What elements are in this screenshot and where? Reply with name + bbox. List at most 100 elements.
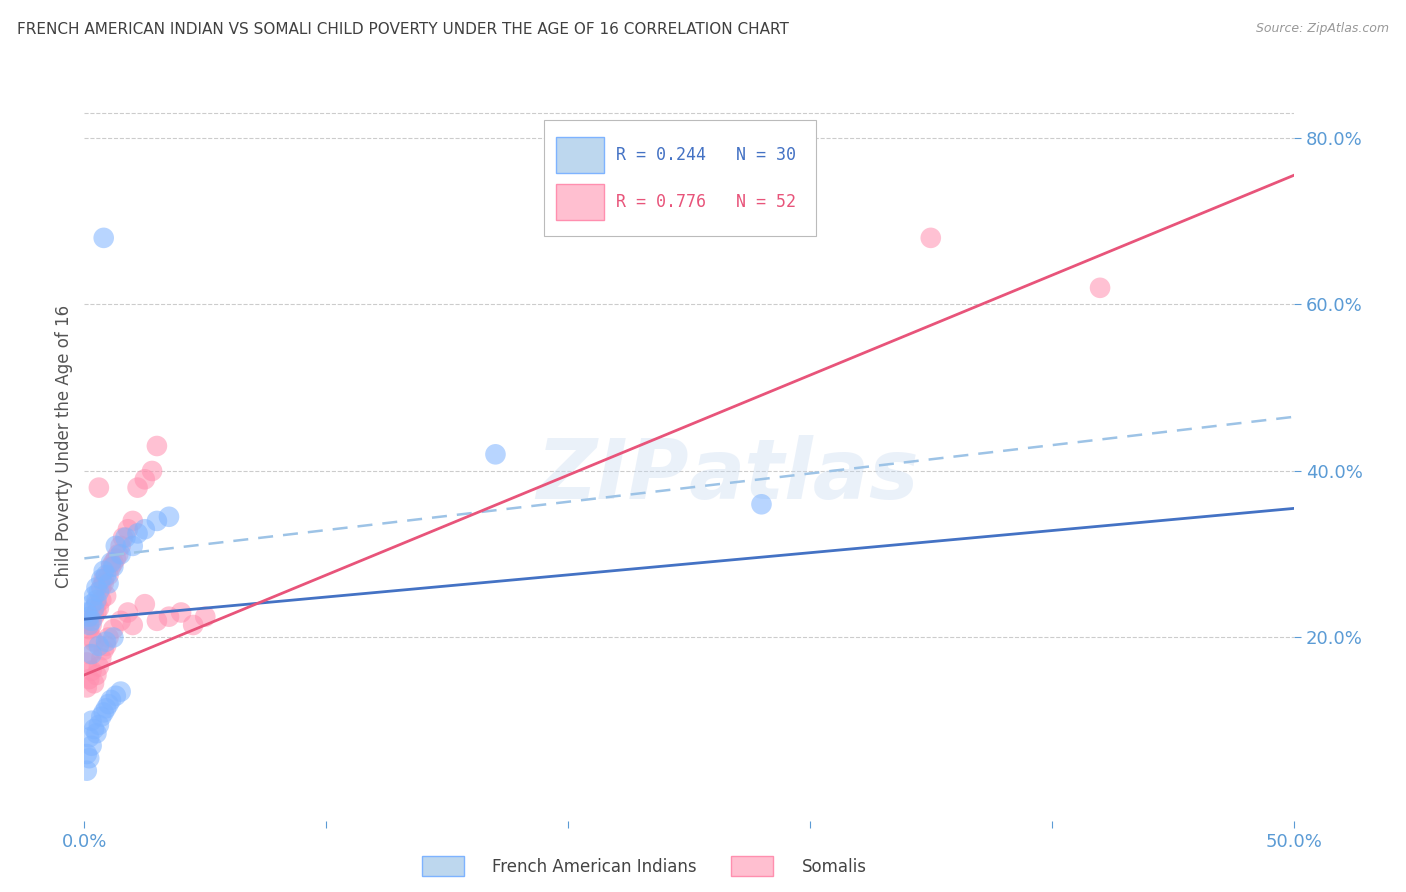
FancyBboxPatch shape xyxy=(555,184,605,219)
Text: R = 0.776   N = 52: R = 0.776 N = 52 xyxy=(616,193,796,211)
Point xyxy=(104,539,127,553)
Point xyxy=(100,556,122,570)
Point xyxy=(100,559,122,574)
Point xyxy=(76,656,98,670)
Point xyxy=(127,481,149,495)
Point xyxy=(110,539,132,553)
Point xyxy=(110,684,132,698)
Point xyxy=(97,568,120,582)
Point xyxy=(80,739,103,753)
Point xyxy=(80,597,103,611)
Point xyxy=(93,564,115,578)
Point xyxy=(83,634,105,648)
Point xyxy=(86,593,108,607)
Point xyxy=(77,609,100,624)
Point xyxy=(86,597,108,611)
Point xyxy=(93,572,115,586)
Point xyxy=(87,601,110,615)
Point xyxy=(112,531,135,545)
Point xyxy=(77,751,100,765)
Point xyxy=(103,631,125,645)
Point xyxy=(94,589,117,603)
Text: R = 0.244   N = 30: R = 0.244 N = 30 xyxy=(616,145,796,163)
Point xyxy=(1088,281,1111,295)
Point xyxy=(77,618,100,632)
Text: atlas: atlas xyxy=(689,435,920,516)
Point xyxy=(86,581,108,595)
Y-axis label: Child Poverty Under the Age of 16: Child Poverty Under the Age of 16 xyxy=(55,304,73,588)
Point xyxy=(127,526,149,541)
Point xyxy=(83,601,105,615)
Point xyxy=(83,609,105,624)
Point xyxy=(114,531,136,545)
Point xyxy=(76,747,98,761)
Text: FRENCH AMERICAN INDIAN VS SOMALI CHILD POVERTY UNDER THE AGE OF 16 CORRELATION C: FRENCH AMERICAN INDIAN VS SOMALI CHILD P… xyxy=(17,22,789,37)
Point xyxy=(121,618,143,632)
Point xyxy=(77,647,100,661)
Point xyxy=(751,497,773,511)
Point xyxy=(86,726,108,740)
Point xyxy=(104,551,127,566)
Point xyxy=(76,606,98,620)
Point xyxy=(134,522,156,536)
Point xyxy=(80,664,103,678)
Point xyxy=(110,547,132,561)
Point xyxy=(80,714,103,728)
Text: Source: ZipAtlas.com: Source: ZipAtlas.com xyxy=(1256,22,1389,36)
Point xyxy=(93,706,115,720)
Point xyxy=(87,659,110,673)
Point xyxy=(87,718,110,732)
FancyBboxPatch shape xyxy=(544,120,815,236)
Point xyxy=(76,614,98,628)
Point xyxy=(80,647,103,661)
Point xyxy=(83,589,105,603)
Point xyxy=(121,539,143,553)
Point xyxy=(97,576,120,591)
Point xyxy=(103,556,125,570)
Point xyxy=(94,634,117,648)
Point xyxy=(146,614,169,628)
Point xyxy=(76,764,98,778)
Point xyxy=(94,639,117,653)
Point xyxy=(117,522,139,536)
Text: Somalis: Somalis xyxy=(801,858,866,876)
Point xyxy=(90,651,112,665)
Point xyxy=(77,731,100,745)
Point xyxy=(110,614,132,628)
Point xyxy=(146,514,169,528)
Point xyxy=(146,439,169,453)
Point xyxy=(157,509,180,524)
Point xyxy=(86,606,108,620)
Point xyxy=(97,697,120,711)
Point xyxy=(77,672,100,686)
Point xyxy=(104,689,127,703)
Point xyxy=(93,643,115,657)
Point xyxy=(920,231,942,245)
Point xyxy=(94,568,117,582)
Point xyxy=(87,584,110,599)
Point xyxy=(76,681,98,695)
Point xyxy=(80,631,103,645)
Point xyxy=(93,231,115,245)
Point xyxy=(83,722,105,736)
Point xyxy=(86,668,108,682)
Point xyxy=(90,572,112,586)
Point xyxy=(170,606,193,620)
FancyBboxPatch shape xyxy=(555,136,605,172)
Point xyxy=(107,547,129,561)
Point xyxy=(100,693,122,707)
Point xyxy=(134,472,156,486)
Text: French American Indians: French American Indians xyxy=(492,858,697,876)
Point xyxy=(87,481,110,495)
Point xyxy=(121,514,143,528)
Point xyxy=(484,447,506,461)
Point xyxy=(90,709,112,723)
Point xyxy=(103,559,125,574)
Point xyxy=(87,639,110,653)
Point xyxy=(157,609,180,624)
Point xyxy=(93,576,115,591)
Point xyxy=(141,464,163,478)
Point xyxy=(77,622,100,636)
Point xyxy=(97,631,120,645)
Point xyxy=(181,618,204,632)
